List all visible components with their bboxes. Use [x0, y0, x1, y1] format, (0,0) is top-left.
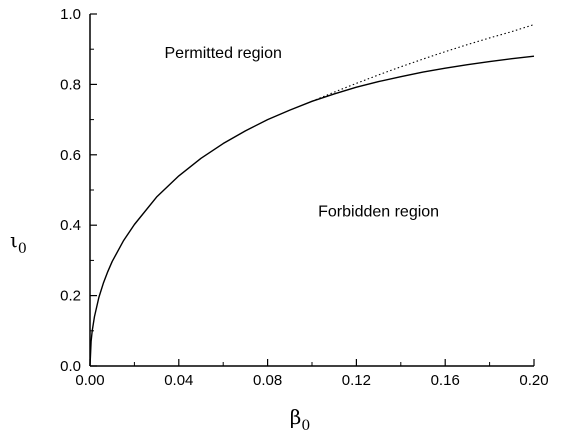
y-tick-label: 0.2 — [60, 288, 81, 305]
y-tick-label: 0.0 — [60, 358, 81, 375]
y-axis-title-main: ι — [10, 228, 18, 252]
annotation-label: Forbidden region — [318, 203, 439, 220]
x-tick-label: 0.00 — [75, 372, 104, 389]
y-axis-title: ι0 — [10, 228, 27, 257]
annotation-label: Permitted region — [165, 45, 282, 62]
y-axis-title-subscript: 0 — [18, 241, 27, 257]
y-tick-label: 0.6 — [60, 147, 81, 164]
series-group — [89, 24, 535, 367]
series-line-solid — [89, 55, 535, 367]
y-tick-label: 0.8 — [60, 76, 81, 93]
y-tick-label: 1.0 — [60, 6, 81, 23]
x-axis-title-subscript: 0 — [301, 418, 310, 434]
ticks: 0.00 0.04 0.08 0.12 0.16 0.20 0.0 0.2 0.4 0.6 0.8 1… — [60, 6, 548, 389]
x-tick-label: 0.12 — [342, 372, 371, 389]
x-tick-label: 0.04 — [164, 372, 193, 389]
x-tick-label: 0.20 — [519, 372, 548, 389]
series-line-dotted — [311, 24, 535, 102]
annotations: Permitted region Forbidden region — [165, 45, 440, 220]
y-tick-label: 0.4 — [60, 217, 81, 234]
x-axis-title-main: β — [290, 405, 302, 429]
x-tick-label: 0.16 — [431, 372, 460, 389]
axes — [89, 14, 534, 367]
x-tick-label: 0.08 — [253, 372, 282, 389]
x-axis-title: β0 — [290, 405, 310, 434]
